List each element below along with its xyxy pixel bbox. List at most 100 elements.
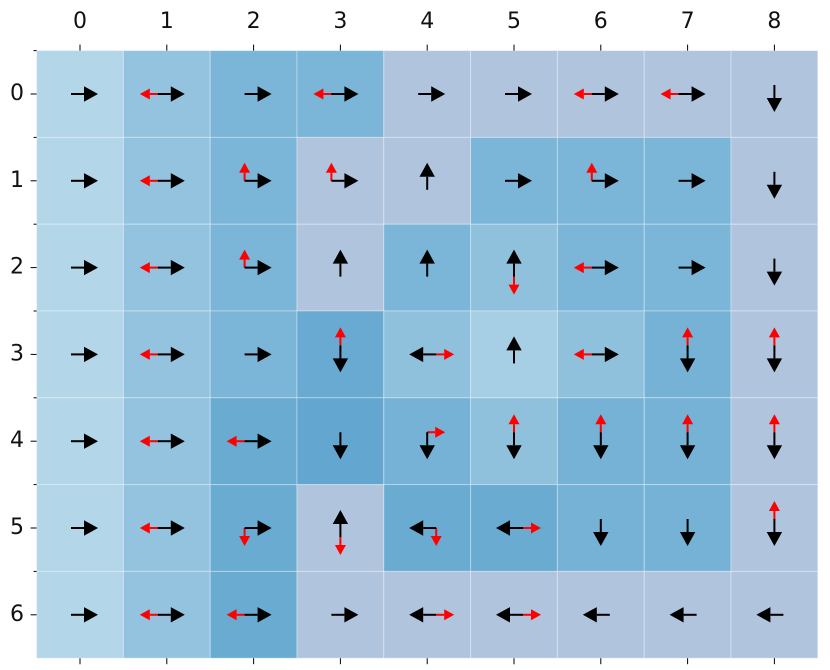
- black-arrow-head: [257, 346, 272, 363]
- black-arrow-head: [604, 86, 619, 102]
- black-arrow-head: [84, 259, 98, 276]
- black-arrow-head: [518, 173, 532, 189]
- black-arrow-head: [604, 346, 619, 363]
- red-arrow-head: [531, 609, 541, 621]
- red-arrow-head: [139, 262, 150, 274]
- black-arrow-head: [344, 173, 359, 189]
- black-arrow-head: [409, 520, 424, 536]
- column-label: 0: [73, 9, 87, 34]
- black-arrow-head: [604, 259, 619, 276]
- black-arrow-head: [496, 520, 510, 536]
- red-arrow-head: [334, 545, 346, 555]
- black-arrow-head: [170, 259, 185, 276]
- column-label: 3: [333, 9, 347, 34]
- red-arrow-head: [508, 284, 520, 295]
- column-label: 7: [681, 9, 695, 34]
- black-arrow-head: [604, 173, 619, 189]
- red-arrow-head: [139, 609, 150, 621]
- row-label: 3: [10, 341, 24, 366]
- black-arrow-head: [518, 86, 532, 102]
- black-arrow-head: [344, 607, 359, 623]
- black-arrow-head: [669, 607, 684, 623]
- black-arrow-head: [766, 98, 783, 112]
- black-arrow-head: [679, 532, 696, 546]
- red-arrow-head: [139, 522, 150, 534]
- red-arrow-head: [768, 501, 780, 511]
- red-arrow-head: [768, 327, 780, 338]
- column-label: 4: [420, 9, 434, 34]
- black-arrow-head: [691, 259, 706, 276]
- column-label: 6: [594, 9, 608, 34]
- red-arrow-head: [768, 414, 780, 425]
- black-arrow-head: [766, 445, 783, 460]
- row-label: 6: [10, 602, 24, 627]
- red-arrow-head: [660, 88, 671, 100]
- red-arrow-head: [139, 348, 150, 360]
- cell: [296, 223, 385, 312]
- black-arrow-head: [84, 520, 98, 536]
- black-arrow-head: [419, 445, 435, 460]
- column-label: 1: [160, 9, 174, 34]
- red-arrow-head: [682, 414, 694, 425]
- black-arrow-head: [766, 271, 783, 286]
- black-arrow-head: [506, 336, 522, 351]
- black-arrow-head: [593, 532, 609, 546]
- black-arrow-head: [257, 259, 272, 276]
- black-arrow-head: [766, 532, 783, 546]
- black-arrow-head: [257, 433, 272, 449]
- red-arrow-head: [139, 175, 150, 187]
- black-arrow-head: [766, 358, 783, 373]
- cell: [209, 397, 298, 486]
- row-label: 0: [10, 81, 24, 106]
- black-arrow-head: [506, 445, 522, 460]
- red-arrow-head: [508, 414, 520, 425]
- black-arrow-head: [409, 346, 424, 363]
- black-arrow-head: [332, 249, 349, 264]
- red-arrow-head: [139, 435, 150, 447]
- black-arrow-head: [170, 173, 185, 189]
- row-label: 5: [10, 515, 24, 540]
- black-arrow-head: [170, 520, 185, 536]
- red-arrow-head: [586, 162, 598, 173]
- cell: [643, 50, 732, 138]
- black-arrow-head: [691, 86, 706, 102]
- black-arrow-head: [257, 520, 272, 536]
- red-arrow-head: [573, 348, 584, 360]
- black-arrow-head: [419, 249, 435, 264]
- red-arrow-head: [430, 536, 442, 546]
- black-arrow-head: [506, 249, 522, 264]
- black-arrow-head: [84, 607, 98, 623]
- black-arrow-head: [344, 86, 359, 102]
- row-label: 2: [10, 255, 24, 280]
- black-arrow-head: [84, 346, 98, 363]
- black-arrow-head: [332, 445, 349, 460]
- black-arrow-head: [257, 607, 272, 623]
- red-arrow-head: [573, 88, 584, 100]
- black-arrow-head: [257, 173, 272, 189]
- red-arrow-head: [435, 426, 446, 438]
- red-arrow-head: [226, 609, 237, 621]
- black-arrow-head: [679, 445, 696, 460]
- column-label: 5: [507, 9, 521, 34]
- row-label: 4: [10, 428, 24, 453]
- black-arrow-head: [431, 86, 446, 102]
- column-label: 2: [247, 9, 261, 34]
- red-arrow-head: [531, 522, 541, 534]
- red-arrow-head: [325, 162, 337, 173]
- column-label: 8: [767, 9, 781, 34]
- black-arrow-head: [332, 510, 349, 524]
- black-arrow-head: [84, 86, 98, 102]
- black-arrow-head: [593, 445, 609, 460]
- row-label: 1: [10, 168, 24, 193]
- black-arrow-head: [419, 162, 435, 177]
- red-arrow-head: [313, 88, 324, 100]
- black-arrow-head: [332, 358, 349, 373]
- black-arrow-head: [756, 607, 771, 623]
- black-arrow-head: [766, 184, 783, 199]
- red-arrow-head: [682, 327, 694, 338]
- red-arrow-head: [573, 262, 584, 274]
- black-arrow-head: [84, 173, 98, 189]
- red-arrow-head: [444, 348, 455, 360]
- black-arrow-head: [679, 358, 696, 373]
